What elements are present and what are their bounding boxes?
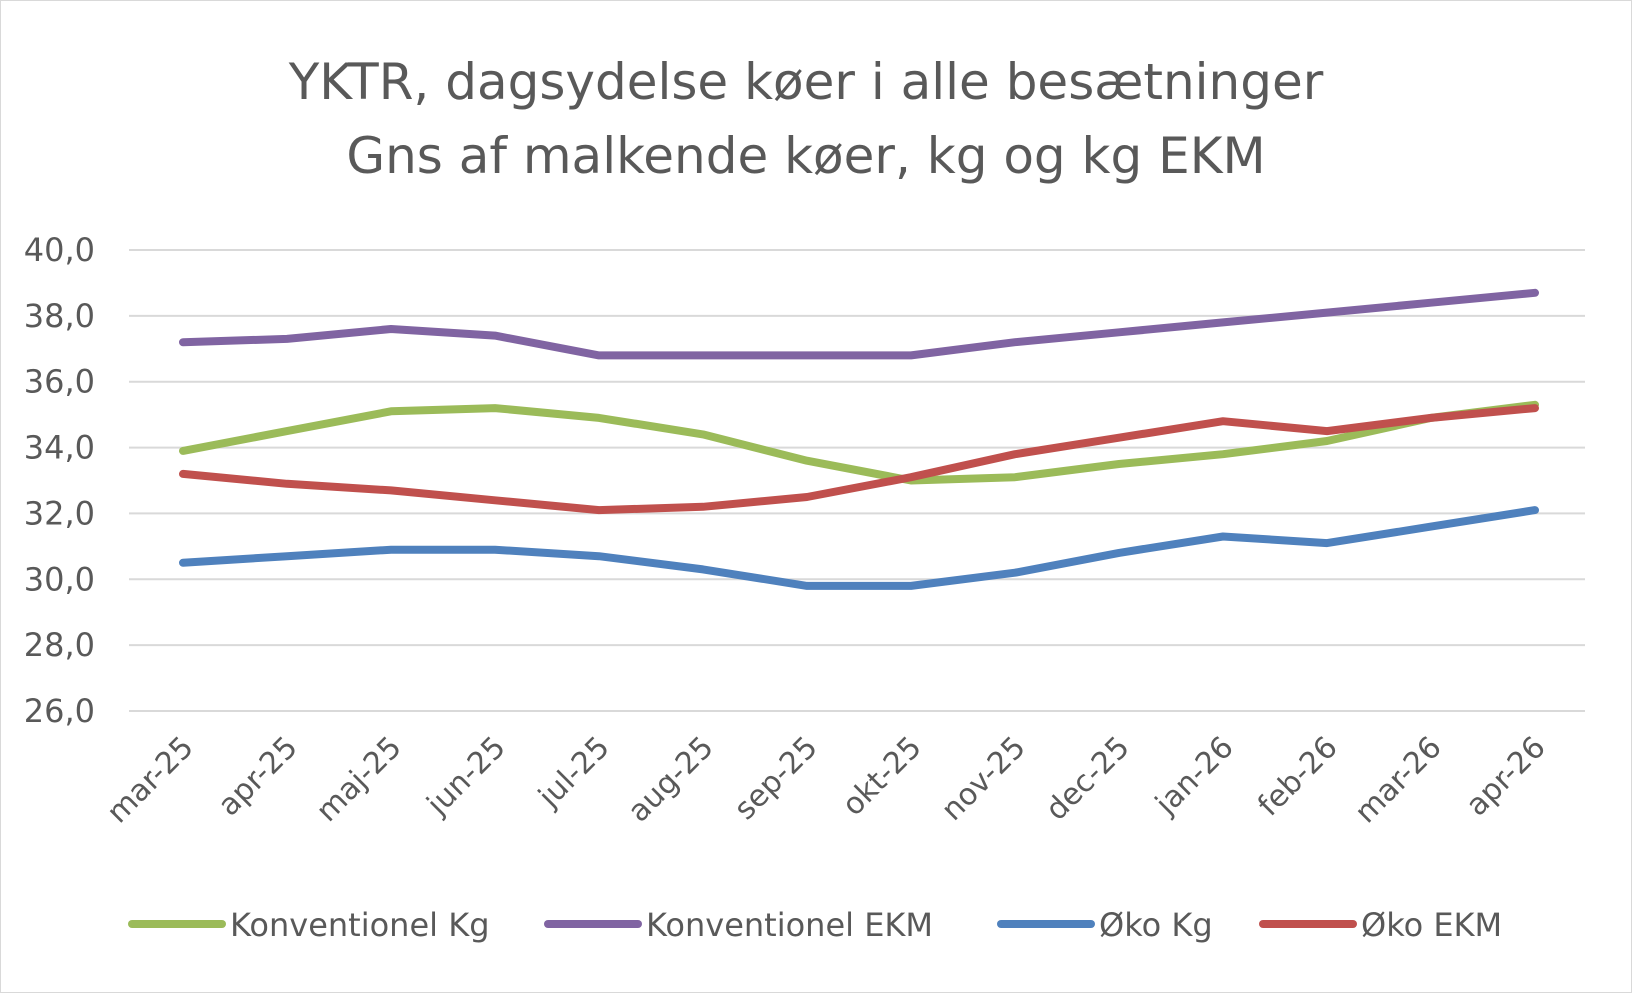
x-tick-label: apr-25 [211, 730, 304, 823]
y-tick-label: 36,0 [24, 363, 95, 401]
x-tick-label: dec-25 [1039, 730, 1137, 828]
chart-title: YKTR, dagsydelse køer i alle besætninger [288, 53, 1324, 111]
series-lines [179, 288, 1539, 590]
gridlines [129, 249, 1585, 712]
x-tick-label: sep-25 [728, 730, 825, 827]
x-tick-label: jul-25 [531, 730, 616, 815]
x-tick-label: maj-25 [310, 730, 409, 829]
y-tick-label: 34,0 [24, 429, 95, 467]
series-line-konventionel-kg [179, 400, 1539, 485]
legend: Konventionel Kg Konventionel EKM Øko Kg Øko… [128, 906, 1502, 944]
x-tick-label: nov-25 [935, 730, 1033, 828]
y-tick-label: 40,0 [24, 231, 95, 269]
x-tick-label: apr-26 [1459, 730, 1552, 823]
chart-subtitle: Gns af malkende køer, kg og kg EKM [346, 127, 1265, 185]
x-tick-label: aug-25 [621, 730, 720, 829]
x-axis-ticks: mar-25 apr-25 maj-25 jun-25 jul-25 aug-25 sep-… [100, 730, 1552, 830]
y-tick-label: 30,0 [24, 560, 95, 598]
series-line-øko-kg [179, 506, 1539, 590]
y-tick-label: 28,0 [24, 626, 95, 664]
x-tick-label: okt-25 [836, 730, 929, 823]
y-axis-ticks: 26,0 28,0 30,0 32,0 34,0 36,0 38,0 40,0 [24, 231, 95, 730]
legend-label: Konventionel EKM [646, 906, 933, 944]
x-tick-label: mar-25 [100, 730, 200, 830]
series-line-konventionel-ekm [179, 288, 1539, 360]
x-tick-label: mar-26 [1348, 730, 1448, 830]
x-tick-label: jan-26 [1148, 730, 1240, 822]
legend-label: Øko Kg [1099, 906, 1213, 944]
legend-label: Konventionel Kg [230, 906, 490, 944]
legend-label: Øko EKM [1361, 906, 1502, 944]
y-tick-label: 26,0 [24, 692, 95, 730]
x-tick-label: feb-26 [1251, 730, 1344, 823]
y-tick-label: 38,0 [24, 297, 95, 335]
y-tick-label: 32,0 [24, 494, 95, 532]
x-tick-label: jun-25 [420, 730, 513, 823]
series-line-øko-ekm [179, 404, 1539, 515]
